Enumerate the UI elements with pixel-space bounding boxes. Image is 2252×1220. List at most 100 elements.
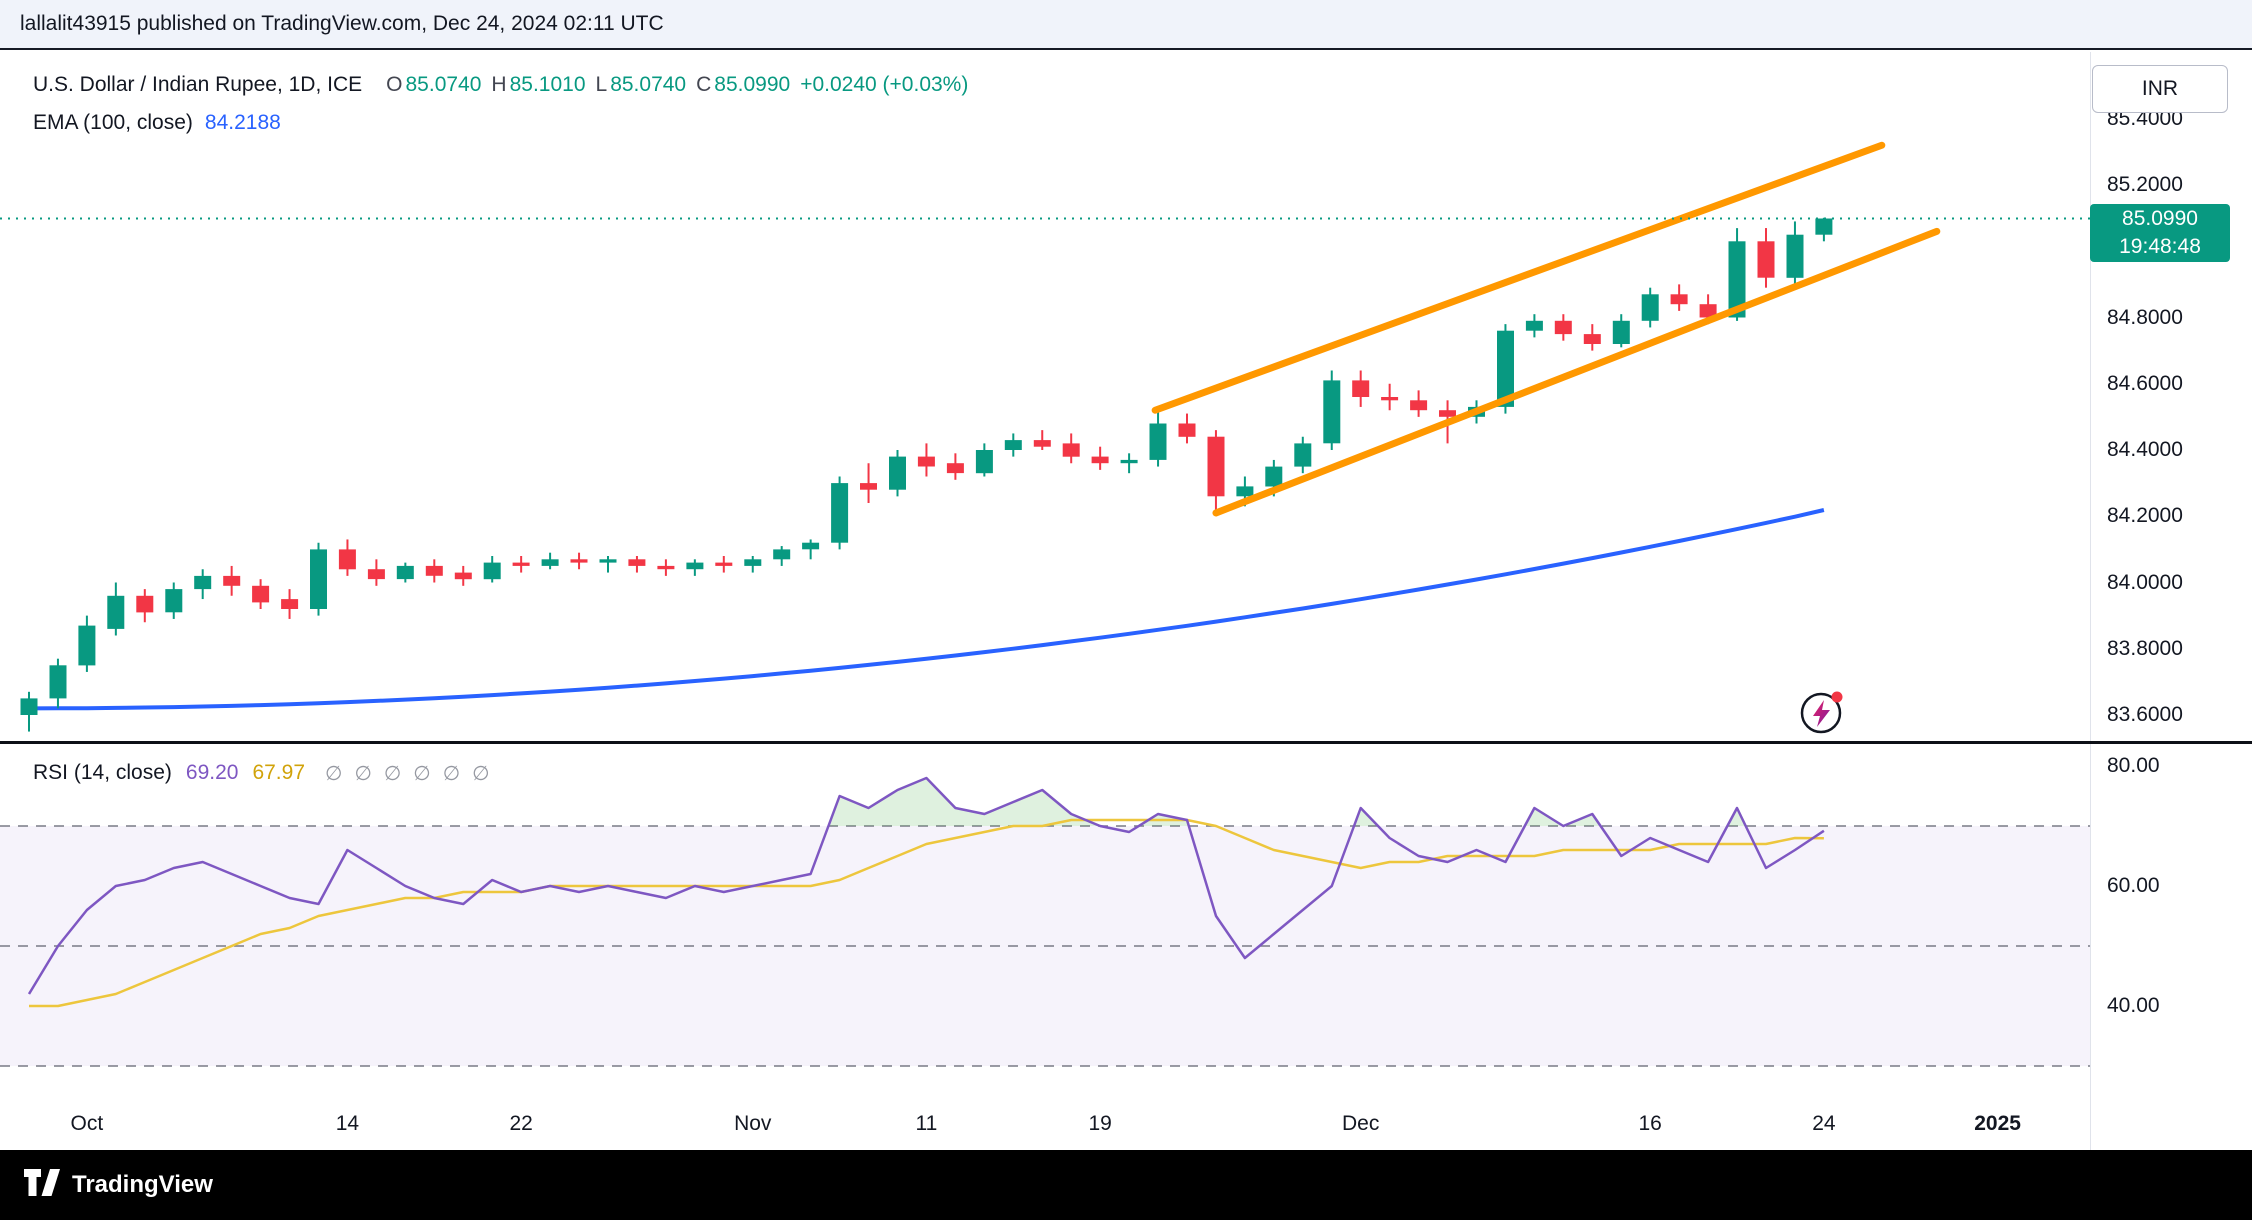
candle-body [49, 665, 67, 699]
candle-body [1728, 241, 1746, 318]
candle-body [1439, 410, 1456, 417]
candle-body [20, 698, 38, 715]
price-axis-label: 84.8000 [2107, 305, 2183, 329]
candle-body [1149, 423, 1167, 460]
price-axis[interactable]: INR 85.0990 19:48:48 85.4000 85.2000 84.80… [2090, 52, 2252, 1150]
footer-bar: TradingView [0, 1150, 2252, 1220]
hidden-value-icon: ∅ [354, 762, 372, 785]
candle-body [1641, 294, 1659, 321]
ema-legend-label[interactable]: EMA (100, close) [33, 111, 193, 134]
pane-separator[interactable] [0, 741, 2252, 744]
candle-body [1583, 334, 1601, 344]
candle-body [1815, 218, 1833, 235]
hidden-value-icon: ∅ [383, 762, 402, 785]
candle-body [1265, 466, 1283, 487]
candle-body [975, 450, 993, 474]
price-axis-label: 83.6000 [2107, 703, 2183, 726]
candle-body [1294, 443, 1312, 467]
time-axis-label: Dec [1342, 1112, 1380, 1135]
candle-body [1497, 330, 1514, 407]
candle-body [512, 562, 530, 566]
candle-body [744, 559, 762, 566]
candle-body [1786, 234, 1804, 278]
candle-body [223, 575, 241, 586]
candle-body [1554, 320, 1572, 335]
rsi-legend: RSI (14, close) 69.20 67.97 ∅ ∅ ∅ ∅ ∅ ∅ [33, 758, 490, 788]
candle-body [686, 562, 704, 570]
tradingview-brand[interactable]: TradingView [72, 1171, 213, 1198]
tradingview-logo-icon[interactable] [24, 1169, 60, 1201]
open-value: 85.0740 [405, 73, 482, 96]
close-label: C [696, 73, 712, 96]
ema-legend-row: EMA (100, close) 84.2188 [33, 108, 968, 138]
hidden-value-icon: ∅ [442, 762, 461, 785]
candle-body [1699, 304, 1717, 318]
open-label: O [386, 73, 403, 96]
rsi-line [27, 776, 1825, 995]
candle-body [165, 589, 183, 613]
candle-body [136, 595, 154, 613]
low-value: 85.0740 [610, 73, 687, 96]
change-value: +0.0240 (+0.03%) [800, 73, 969, 96]
chart-legend: U.S. Dollar / Indian Rupee, 1D, ICE O 85… [33, 70, 968, 138]
symbol-title[interactable]: U.S. Dollar / Indian Rupee, 1D, ICE [33, 73, 363, 96]
rsi-axis-label: 80.00 [2107, 754, 2160, 777]
time-axis[interactable]: Oct 14 22 Nov 11 19 Dec 16 24 2025 [0, 1102, 2090, 1150]
rsi-ma-value: 67.97 [252, 761, 306, 784]
high-label: H [491, 73, 507, 96]
candle-body [252, 585, 270, 603]
flash-publish-icon[interactable] [1798, 688, 1846, 736]
price-axis-label: 84.6000 [2107, 371, 2183, 395]
ema-line [28, 508, 1825, 711]
candle-body [541, 559, 559, 566]
time-axis-label: 16 [1638, 1112, 1662, 1135]
candle-body [396, 565, 414, 580]
candle-body [715, 562, 733, 566]
candle-body [338, 549, 356, 570]
time-axis-label: 19 [1088, 1112, 1112, 1135]
candle-body [483, 562, 501, 580]
candle-body [78, 625, 96, 666]
candle-body [1323, 380, 1341, 444]
candle-body [1120, 459, 1138, 464]
time-axis-label: 11 [915, 1112, 938, 1135]
candle-body [599, 559, 617, 563]
axis-separator [2090, 52, 2091, 1150]
time-axis-label: 2025 [1974, 1112, 2021, 1135]
candle-body [657, 565, 675, 570]
candle-body [1178, 423, 1196, 437]
candle-body [1091, 456, 1109, 464]
close-value: 85.0990 [714, 73, 791, 96]
candle-body [831, 483, 849, 543]
candle-body [1033, 440, 1051, 447]
hidden-value-icon: ∅ [472, 762, 490, 785]
candle-body [1612, 320, 1630, 344]
candle-body [1381, 397, 1399, 401]
current-price-badge: 85.0990 19:48:48 [2090, 204, 2230, 262]
current-price-value: 85.0990 [2122, 207, 2198, 230]
rsi-legend-label[interactable]: RSI (14, close) [33, 761, 172, 784]
time-axis-label: 22 [509, 1112, 533, 1135]
rsi-value: 69.20 [185, 761, 239, 784]
candle-body [802, 542, 820, 550]
attribution-text: lallalit43915 published on TradingView.c… [20, 12, 664, 35]
channel-upper-line [1151, 141, 1886, 414]
candle-body [1004, 440, 1022, 450]
candle-body [773, 549, 791, 560]
candle-body [1757, 241, 1775, 278]
symbol-legend-row: U.S. Dollar / Indian Rupee, 1D, ICE O 85… [33, 70, 968, 100]
candle-body [628, 559, 646, 566]
candle-body [1207, 436, 1225, 497]
candle-body [1352, 380, 1370, 397]
hidden-value-icon: ∅ [413, 762, 431, 785]
currency-toggle-button[interactable]: INR [2092, 65, 2228, 113]
channel-lower-line [1212, 227, 1941, 517]
candle-body [1236, 486, 1254, 497]
time-axis-label: 24 [1812, 1112, 1836, 1135]
price-axis-label: 84.0000 [2107, 570, 2183, 594]
candle-body [570, 559, 588, 563]
price-axis-label: 83.8000 [2107, 636, 2183, 660]
rsi-axis-label: 40.00 [2107, 994, 2160, 1017]
time-axis-label: Nov [734, 1112, 772, 1135]
